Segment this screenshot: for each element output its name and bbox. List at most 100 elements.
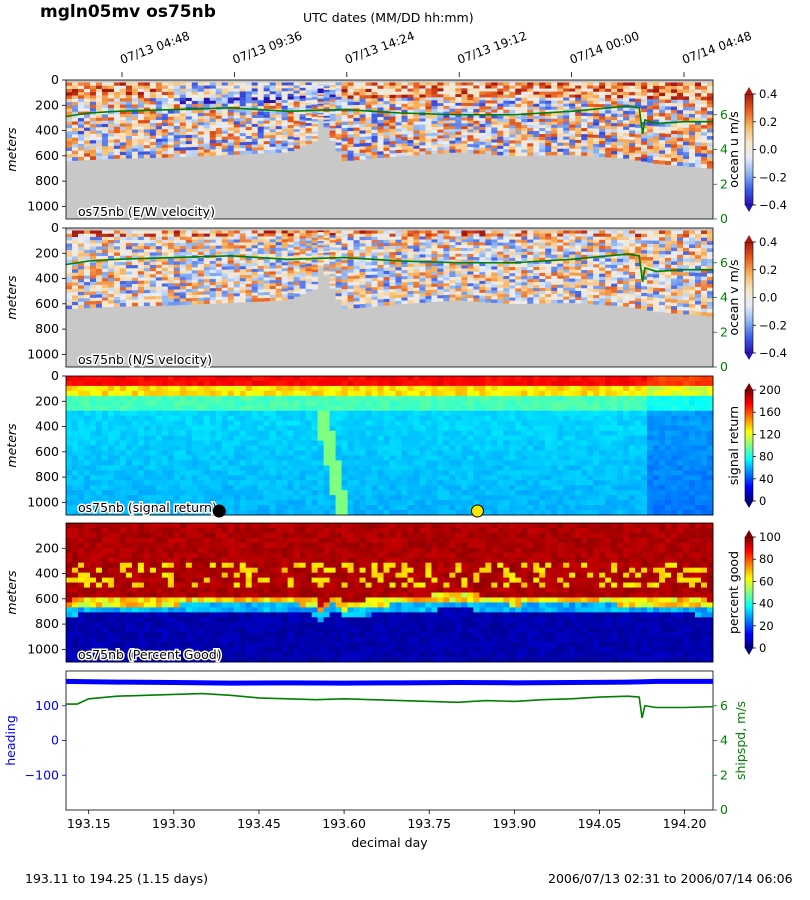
velocity-cell bbox=[485, 139, 492, 143]
velocity-cell bbox=[341, 108, 348, 113]
velocity-cell bbox=[389, 97, 396, 102]
velocity-cell bbox=[689, 149, 696, 153]
velocity-cell bbox=[557, 136, 564, 141]
velocity-cell bbox=[647, 230, 654, 235]
velocity-cell bbox=[599, 283, 606, 287]
velocity-cell bbox=[191, 128, 199, 133]
velocity-cell bbox=[197, 91, 205, 96]
velocity-cell bbox=[191, 242, 199, 247]
velocity-cell bbox=[515, 94, 522, 99]
velocity-cell bbox=[509, 85, 516, 90]
velocity-cell bbox=[701, 142, 708, 147]
colorbar-tick-label: 0.2 bbox=[759, 115, 777, 129]
velocity-cell bbox=[611, 261, 618, 266]
velocity-cell bbox=[539, 254, 546, 259]
velocity-cell bbox=[155, 110, 163, 115]
velocity-cell bbox=[491, 145, 498, 149]
velocity-cell bbox=[275, 274, 283, 278]
velocity-cell bbox=[533, 239, 540, 244]
velocity-cell bbox=[389, 276, 396, 281]
velocity-cell bbox=[539, 272, 546, 277]
velocity-cell bbox=[77, 137, 85, 142]
velocity-cell bbox=[197, 300, 205, 305]
velocity-cell bbox=[689, 114, 696, 118]
velocity-cell bbox=[485, 85, 492, 89]
velocity-cell bbox=[107, 104, 115, 109]
velocity-cell bbox=[461, 253, 468, 258]
velocity-cell bbox=[323, 115, 330, 119]
velocity-cell bbox=[467, 274, 474, 278]
velocity-cell bbox=[215, 266, 223, 271]
velocity-cell bbox=[359, 294, 366, 299]
velocity-cell bbox=[203, 279, 211, 283]
velocity-cell bbox=[599, 245, 606, 250]
velocity-cell bbox=[83, 143, 91, 148]
velocity-cell bbox=[677, 113, 684, 118]
velocity-cell bbox=[83, 294, 91, 299]
velocity-cell bbox=[77, 124, 85, 129]
velocity-cell bbox=[365, 85, 372, 90]
velocity-cell bbox=[587, 149, 594, 154]
velocity-cell bbox=[335, 261, 342, 266]
velocity-cell bbox=[443, 242, 450, 246]
velocity-cell bbox=[155, 296, 163, 300]
velocity-cell bbox=[203, 245, 211, 250]
velocity-cell bbox=[335, 93, 342, 98]
velocity-cell bbox=[281, 137, 289, 141]
velocity-cell bbox=[617, 268, 624, 272]
velocity-cell bbox=[389, 279, 396, 284]
velocity-cell bbox=[611, 104, 618, 108]
velocity-cell bbox=[389, 236, 396, 241]
velocity-cell bbox=[263, 286, 271, 290]
velocity-cell bbox=[155, 126, 163, 130]
velocity-cell bbox=[197, 116, 205, 120]
velocity-cell bbox=[437, 114, 444, 119]
velocity-cell bbox=[179, 91, 187, 96]
velocity-cell bbox=[467, 297, 474, 302]
velocity-cell bbox=[311, 121, 319, 125]
velocity-cell bbox=[665, 137, 672, 141]
velocity-cell bbox=[131, 107, 139, 112]
velocity-cell bbox=[407, 236, 414, 241]
velocity-cell bbox=[479, 88, 486, 92]
velocity-cell bbox=[119, 243, 127, 247]
velocity-cell bbox=[191, 91, 199, 96]
velocity-cell bbox=[563, 251, 570, 255]
velocity-cell bbox=[467, 123, 474, 127]
velocity-cell bbox=[107, 92, 115, 96]
velocity-cell bbox=[323, 247, 330, 250]
velocity-cell bbox=[527, 245, 534, 250]
velocity-cell bbox=[269, 143, 277, 148]
velocity-cell bbox=[587, 137, 594, 141]
velocity-cell bbox=[119, 274, 127, 279]
velocity-cell bbox=[203, 146, 211, 150]
velocity-cell bbox=[593, 267, 600, 271]
velocity-cell bbox=[545, 254, 552, 259]
velocity-cell bbox=[167, 258, 175, 263]
velocity-cell bbox=[66, 237, 73, 241]
velocity-cell bbox=[287, 287, 295, 291]
velocity-cell bbox=[335, 273, 342, 277]
velocity-cell bbox=[593, 252, 600, 256]
velocity-cell bbox=[197, 113, 205, 117]
velocity-cell bbox=[581, 273, 588, 277]
velocity-cell bbox=[353, 121, 360, 125]
velocity-cell bbox=[707, 164, 714, 169]
velocity-cell bbox=[473, 298, 480, 302]
velocity-cell bbox=[395, 103, 402, 108]
velocity-cell bbox=[527, 236, 534, 241]
velocity-cell bbox=[437, 117, 444, 122]
velocity-cell bbox=[221, 103, 229, 108]
velocity-cell bbox=[119, 151, 127, 156]
velocity-cell bbox=[647, 280, 654, 285]
velocity-cell bbox=[401, 112, 408, 117]
velocity-cell bbox=[233, 124, 241, 128]
velocity-cell bbox=[401, 134, 408, 138]
velocity-cell bbox=[407, 137, 414, 141]
velocity-cell bbox=[569, 106, 576, 110]
velocity-cell bbox=[671, 123, 678, 128]
velocity-cell bbox=[623, 274, 630, 279]
velocity-cell bbox=[467, 111, 474, 116]
velocity-cell bbox=[119, 142, 127, 147]
velocity-cell bbox=[659, 99, 666, 104]
